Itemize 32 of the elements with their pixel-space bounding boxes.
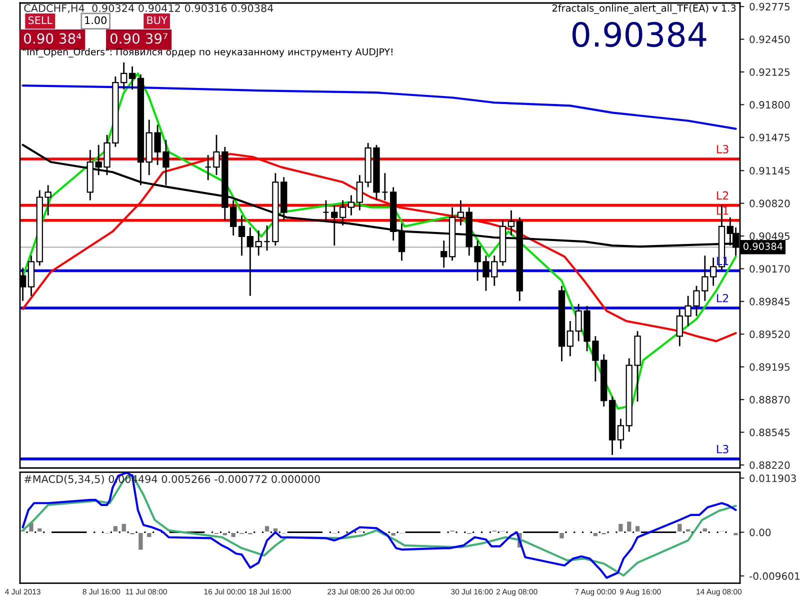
annotation: 1.00 xyxy=(85,16,107,24)
annotation: 0.90 38⁴ xyxy=(24,33,82,44)
y-tick-label: 0.92450 xyxy=(750,36,790,44)
y-tick-label: 0.88220 xyxy=(750,461,790,469)
ref-line-label: L2 xyxy=(717,191,728,200)
y-tick-label: 0.92125 xyxy=(750,68,790,76)
y-tick-label: 0.011903 xyxy=(750,474,796,482)
y-tick-label: 0.92775 xyxy=(750,2,790,10)
y-tick-label: 0.90495 xyxy=(750,232,790,240)
chart-title: CADCHF,H4 0.90324 0.90412 0.90316 0.90384 xyxy=(24,4,274,14)
y-tick-label: -0.009601 xyxy=(750,572,800,580)
annotation: 0.90 39⁷ xyxy=(110,33,168,44)
y-tick-label: 0.91145 xyxy=(750,166,790,175)
y-tick-label: 0.00 xyxy=(750,528,771,536)
y-tick-label: 0.89520 xyxy=(750,330,790,338)
ref-line-label: L3 xyxy=(717,444,728,454)
y-tick-label: 0.91800 xyxy=(750,101,790,109)
y-tick-label: 0.88545 xyxy=(750,428,790,436)
y-tick-label: 0.90170 xyxy=(750,265,790,273)
ref-line-label: L2 xyxy=(717,294,728,302)
ref-line-label: L3 xyxy=(717,144,728,154)
y-tick-label: 0.89845 xyxy=(750,298,790,306)
y-tick-label: 0.90820 xyxy=(750,200,790,208)
annotation: SELL xyxy=(28,16,53,24)
annotation: BUY xyxy=(147,16,168,24)
annotation: "Inf_Open_Orders": Появился ордер по неуказанному инструменту AUDJPY! xyxy=(23,48,392,58)
text: 0.90384 xyxy=(744,242,783,250)
annotation: 0.90384 xyxy=(572,22,706,48)
annotation: 2fractals_online_alert_all_TF(EA) v 1.3 xyxy=(552,4,736,14)
y-tick-label: 0.91475 xyxy=(750,134,790,142)
y-tick-label: 0.88870 xyxy=(750,396,790,404)
y-tick-label: 0.89195 xyxy=(750,363,790,371)
